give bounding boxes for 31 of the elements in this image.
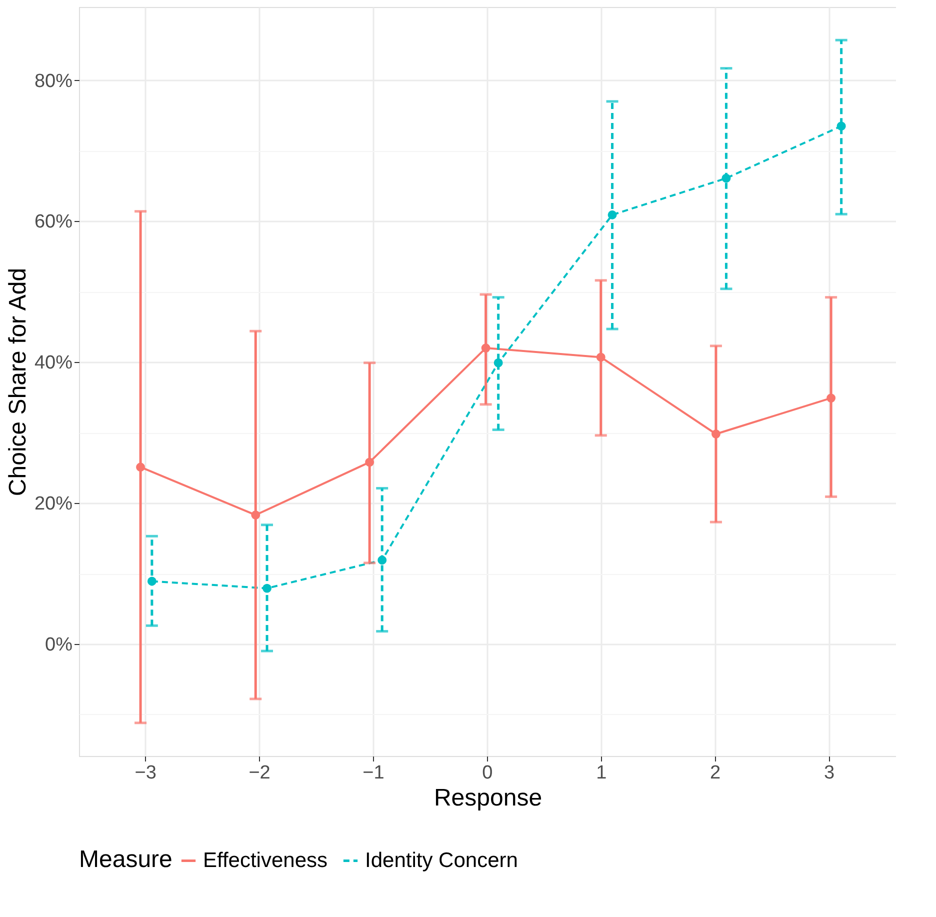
- x-tick-label: −2: [248, 762, 270, 784]
- point: [711, 430, 720, 438]
- y-axis-title: Choice Share for Add: [4, 268, 32, 496]
- y-tick-label: 40%: [34, 352, 73, 374]
- point: [608, 210, 617, 220]
- point: [136, 462, 146, 472]
- legend-title: Measure: [79, 846, 172, 873]
- x-tick-label: 2: [710, 762, 721, 784]
- point: [494, 358, 503, 368]
- y-tick-label: 60%: [34, 212, 73, 233]
- point: [596, 352, 606, 362]
- x-tick-label: −1: [362, 762, 384, 784]
- legend-label: Identity Concern: [365, 848, 518, 872]
- x-tick-label: 1: [596, 762, 607, 784]
- y-tick-label: 0%: [45, 634, 73, 656]
- point: [481, 344, 490, 352]
- point: [826, 394, 836, 403]
- point: [262, 584, 272, 593]
- y-tick-label: 80%: [34, 70, 73, 92]
- point: [378, 556, 387, 565]
- point: [722, 174, 731, 183]
- point: [147, 576, 156, 586]
- x-tick-label: −3: [134, 762, 156, 784]
- point: [365, 458, 374, 467]
- point: [251, 510, 260, 520]
- point: [836, 122, 846, 131]
- x-axis-title: Response: [434, 784, 542, 812]
- x-tick-label: 3: [824, 762, 835, 784]
- x-tick-label: 0: [482, 762, 493, 784]
- y-tick-label: 20%: [34, 494, 73, 515]
- legend-label: Effectiveness: [203, 848, 328, 872]
